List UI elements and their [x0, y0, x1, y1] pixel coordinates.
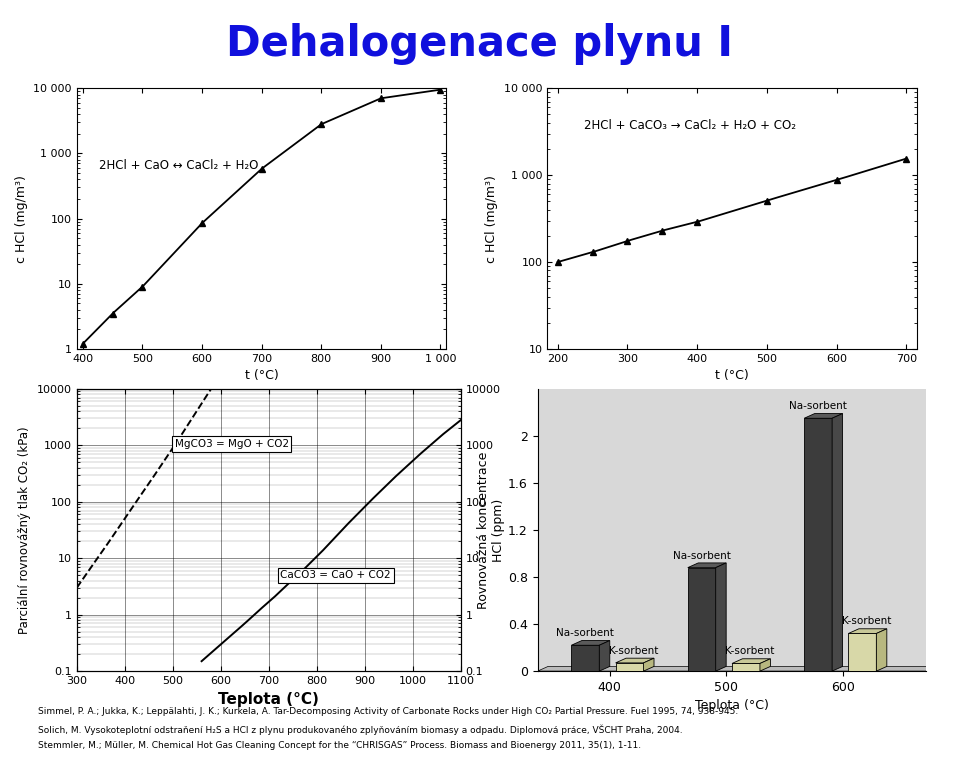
Text: Simmel, P. A.; Jukka, K.; Leppälahti, J. K.; Kurkela, A. Tar-Decomposing Activit: Simmel, P. A.; Jukka, K.; Leppälahti, J.…	[38, 707, 738, 716]
Bar	[732, 663, 760, 671]
Polygon shape	[571, 640, 610, 645]
X-axis label: Teplota (°C): Teplota (°C)	[218, 692, 320, 706]
Polygon shape	[876, 629, 887, 671]
Text: CaCO3 = CaO + CO2: CaCO3 = CaO + CO2	[280, 570, 391, 580]
Text: Stemmler, M.; Müller, M. Chemical Hot Gas Cleaning Concept for the “CHRISGAS” Pr: Stemmler, M.; Müller, M. Chemical Hot Ga…	[38, 741, 641, 750]
X-axis label: t (°C): t (°C)	[715, 370, 749, 383]
Polygon shape	[732, 659, 771, 663]
Polygon shape	[615, 658, 654, 663]
Bar	[849, 634, 876, 671]
Y-axis label: c HCl (mg/m³): c HCl (mg/m³)	[15, 175, 28, 262]
Y-axis label: c HCl (mg/m³): c HCl (mg/m³)	[486, 175, 498, 262]
Text: Na-sorbent: Na-sorbent	[789, 401, 847, 411]
Polygon shape	[849, 629, 887, 634]
Y-axis label: Rovnovážná koncentrace
HCl (ppm): Rovnovážná koncentrace HCl (ppm)	[477, 451, 505, 609]
Polygon shape	[687, 563, 726, 568]
Text: K-sorbent: K-sorbent	[609, 646, 659, 656]
Polygon shape	[538, 667, 937, 671]
Polygon shape	[804, 413, 843, 418]
X-axis label: Teplota (°C): Teplota (°C)	[695, 700, 769, 713]
Text: Solich, M. Vysokoteplotní odstraňení H₂S a HCl z plynu produkovaného zplyňováním: Solich, M. Vysokoteplotní odstraňení H₂S…	[38, 724, 683, 735]
Text: 2HCl + CaCO₃ → CaCl₂ + H₂O + CO₂: 2HCl + CaCO₃ → CaCl₂ + H₂O + CO₂	[584, 120, 796, 133]
Y-axis label: Parciální rovnovážný tlak CO₂ (kPa): Parciální rovnovážný tlak CO₂ (kPa)	[18, 426, 32, 634]
Bar	[571, 645, 599, 671]
Text: Na-sorbent: Na-sorbent	[673, 551, 731, 561]
Polygon shape	[760, 659, 771, 671]
Bar	[615, 663, 643, 671]
Text: K-sorbent: K-sorbent	[726, 647, 775, 657]
Polygon shape	[599, 640, 610, 671]
Text: MgCO3 = MgO + CO2: MgCO3 = MgO + CO2	[175, 439, 289, 449]
Text: Na-sorbent: Na-sorbent	[557, 628, 614, 638]
Bar	[804, 418, 832, 671]
Polygon shape	[643, 658, 654, 671]
Bar	[687, 568, 716, 671]
Polygon shape	[832, 413, 843, 671]
X-axis label: t (°C): t (°C)	[245, 370, 278, 383]
Text: 2HCl + CaO ↔ CaCl₂ + H₂O: 2HCl + CaO ↔ CaCl₂ + H₂O	[99, 159, 258, 172]
Text: K-sorbent: K-sorbent	[842, 617, 891, 627]
Text: Dehalogenace plynu I: Dehalogenace plynu I	[227, 23, 733, 65]
Polygon shape	[716, 563, 726, 671]
